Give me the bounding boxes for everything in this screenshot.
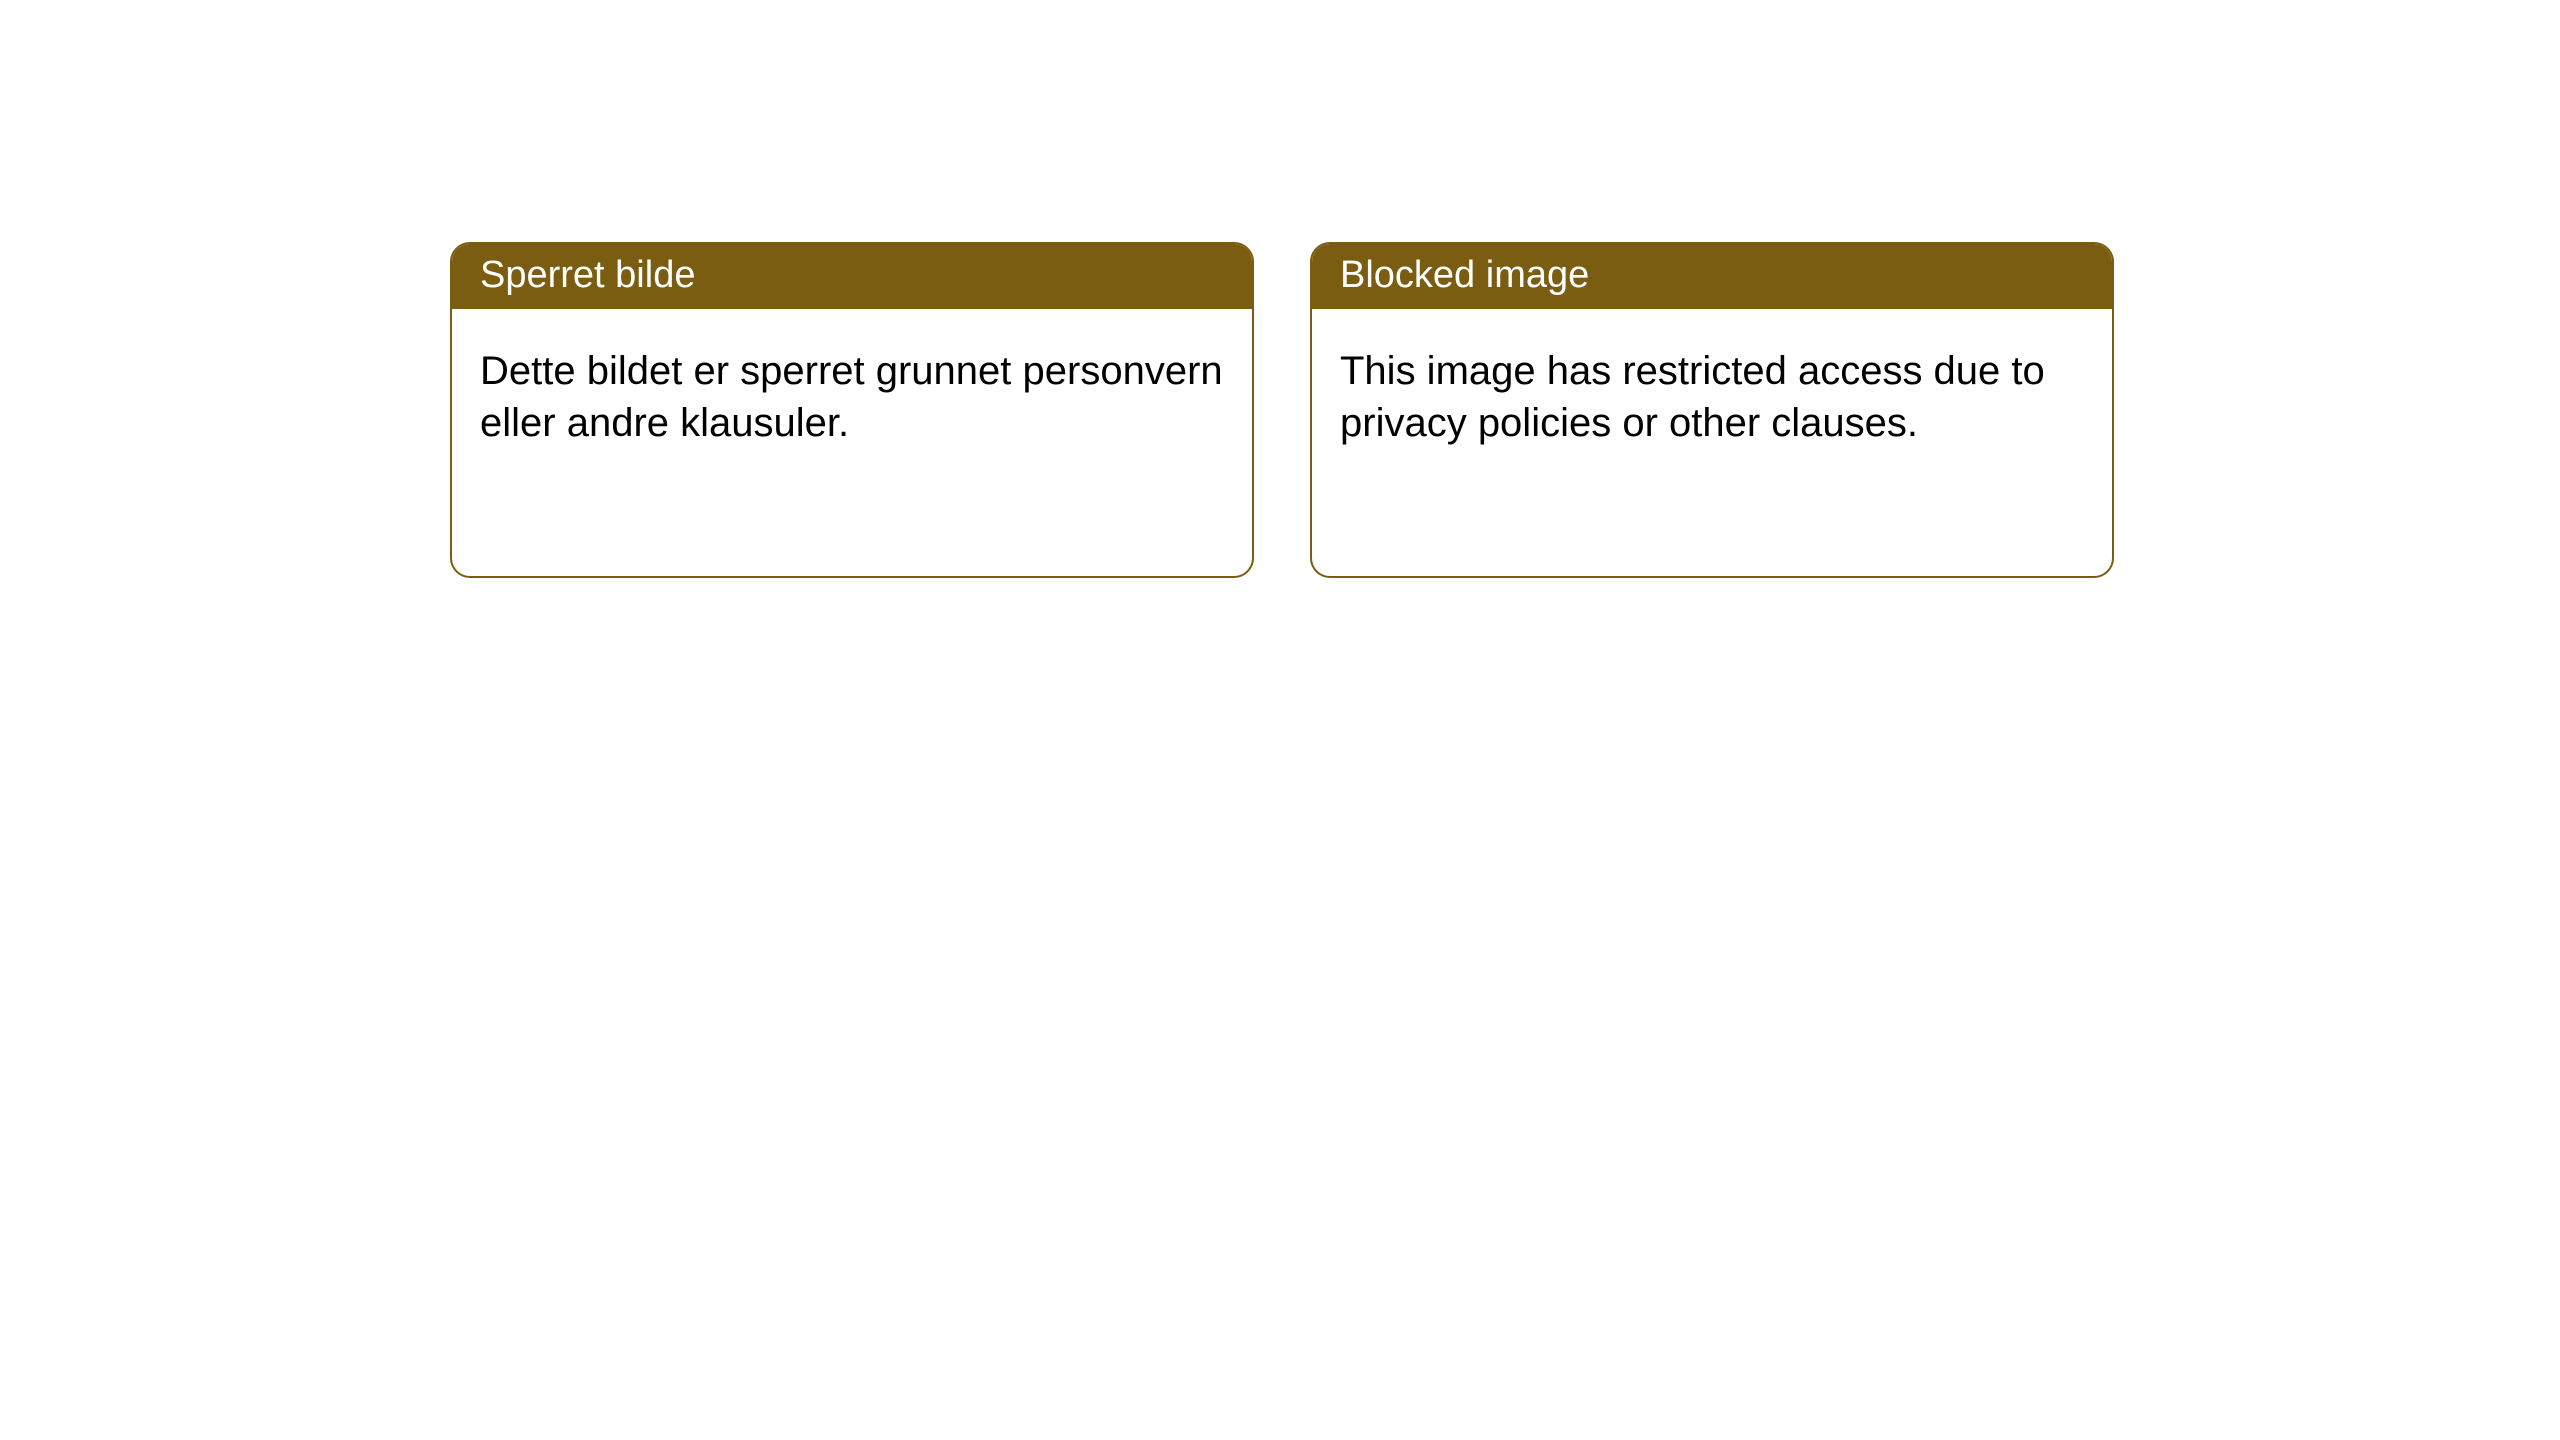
card-title: Blocked image [1340,254,1589,296]
card-header: Blocked image [1312,244,2112,309]
card-body-text: This image has restricted access due to … [1340,349,2045,445]
notice-cards-container: Sperret bilde Dette bildet er sperret gr… [0,0,2560,578]
card-title: Sperret bilde [480,254,695,296]
notice-card-english: Blocked image This image has restricted … [1310,242,2114,578]
card-body: Dette bildet er sperret grunnet personve… [452,309,1252,485]
card-header: Sperret bilde [452,244,1252,309]
card-body-text: Dette bildet er sperret grunnet personve… [480,349,1223,445]
card-body: This image has restricted access due to … [1312,309,2112,485]
notice-card-norwegian: Sperret bilde Dette bildet er sperret gr… [450,242,1254,578]
